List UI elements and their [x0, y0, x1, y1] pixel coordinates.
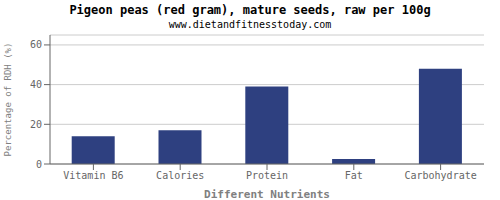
- svg-text:Protein: Protein: [246, 170, 288, 181]
- svg-text:60: 60: [30, 39, 42, 50]
- svg-text:Percentage of RDH (%): Percentage of RDH (%): [8, 43, 13, 157]
- svg-text:Carbohydrate: Carbohydrate: [404, 170, 476, 181]
- svg-text:Calories: Calories: [156, 170, 204, 181]
- svg-text:Different Nutrients: Different Nutrients: [204, 188, 330, 200]
- svg-text:Fat: Fat: [345, 170, 363, 181]
- svg-text:40: 40: [30, 79, 42, 90]
- svg-text:Vitamin B6: Vitamin B6: [63, 170, 123, 181]
- html-text:www.dietandfitnesstoday.com: www.dietandfitnesstoday.com: [168, 19, 332, 30]
- html-text:Pigeon peas (red gram), mature: Pigeon peas (red gram), mature seeds, ra…: [69, 3, 431, 17]
- svg-text:0: 0: [36, 159, 42, 170]
- svg-text:20: 20: [30, 119, 42, 130]
